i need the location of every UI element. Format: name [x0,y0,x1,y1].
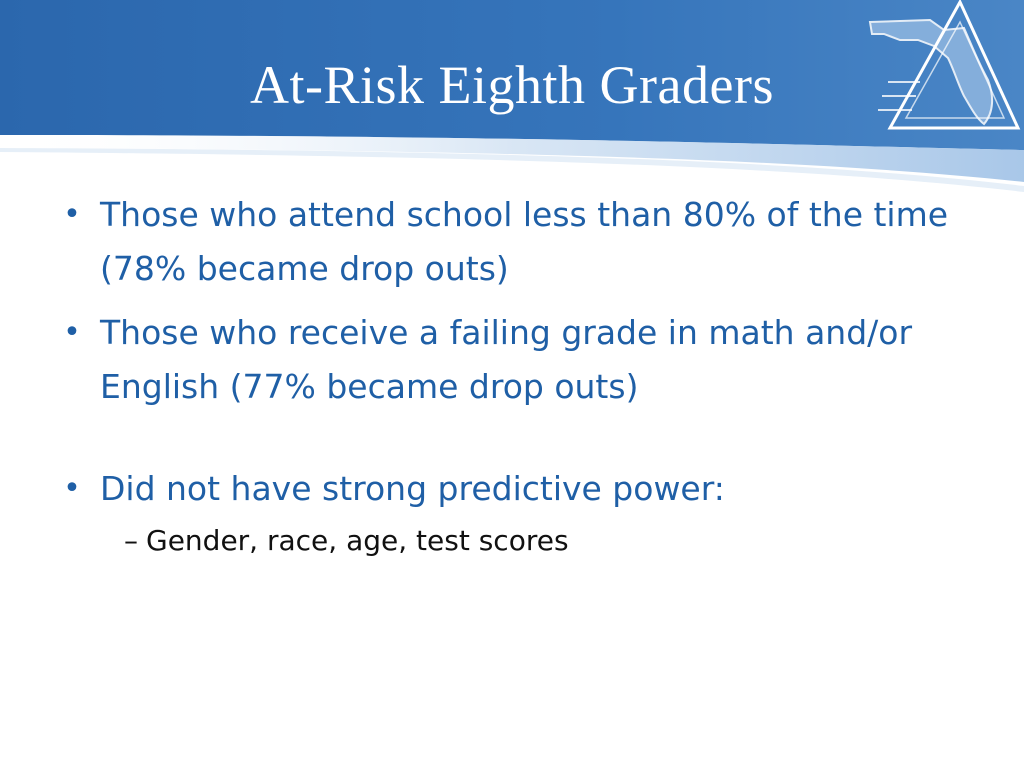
bullet-text: Did not have strong predictive power: [100,469,725,508]
bullet-glyph: • [63,315,81,350]
bullet-text: Those who receive a failing grade in mat… [100,313,913,406]
dash-glyph: – [124,524,138,557]
sub-bullet-text: Gender, race, age, test scores [146,524,569,557]
title-banner [0,0,1024,192]
bullet-item: • Those who attend school less than 80% … [62,188,962,296]
florida-triangle-logo-icon [868,0,1021,130]
bullet-glyph: • [63,471,81,506]
bullet-item: • Did not have strong predictive power: [62,462,962,516]
slide-title: At-Risk Eighth Graders [250,55,774,115]
bullet-text: Those who attend school less than 80% of… [100,195,949,288]
bullet-item: • Those who receive a failing grade in m… [62,306,962,414]
bullet-glyph: • [63,197,81,232]
slide-body: • Those who attend school less than 80% … [62,188,962,566]
sub-bullet-item: – Gender, race, age, test scores [62,516,962,566]
